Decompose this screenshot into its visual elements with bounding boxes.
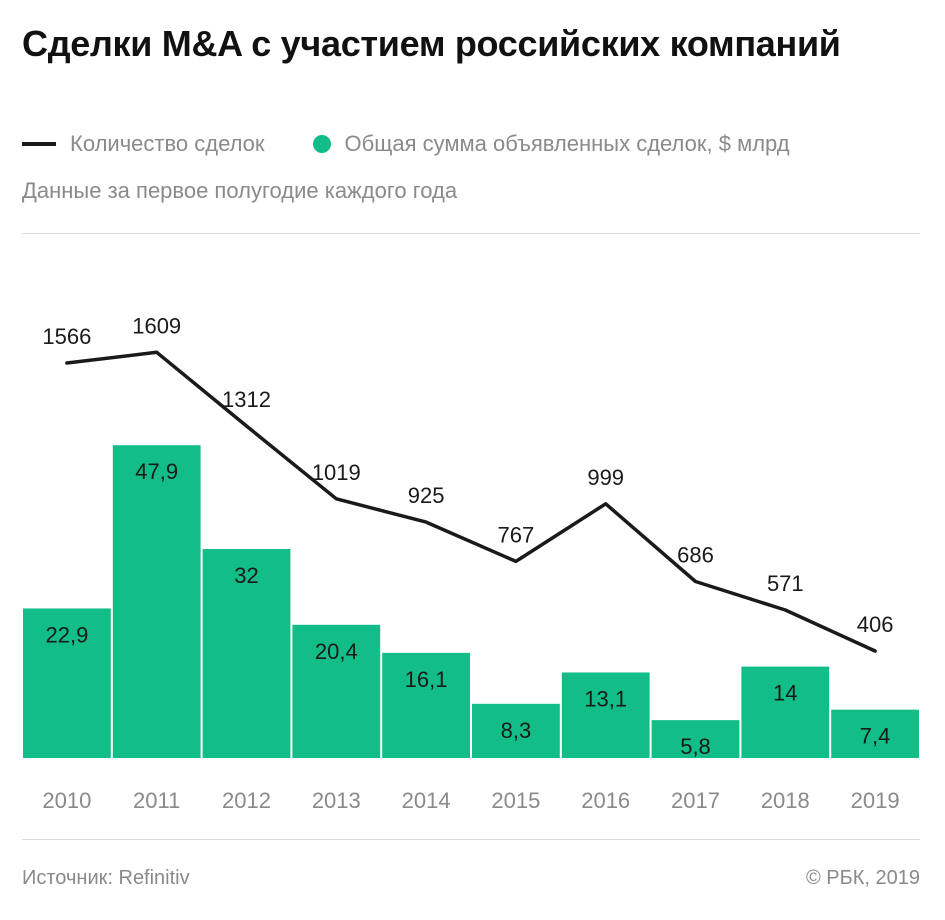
x-tick-2019: 2019 xyxy=(851,788,900,813)
x-tick-2011: 2011 xyxy=(133,788,180,813)
bars-layer xyxy=(23,445,919,758)
line-label-2012: 1312 xyxy=(222,387,271,412)
x-tick-2015: 2015 xyxy=(491,788,540,813)
line-label-2015: 767 xyxy=(498,522,535,547)
line-label-2019: 406 xyxy=(857,612,894,637)
legend: Количество сделок Общая сумма объявленны… xyxy=(22,128,932,160)
line-label-2016: 999 xyxy=(587,465,624,490)
bar-2019 xyxy=(831,709,919,758)
legend-line-swatch xyxy=(22,142,56,146)
bar-label-2010: 22,9 xyxy=(45,622,88,647)
legend-item-sum: Общая сумма объявленных сделок, $ млрд xyxy=(265,131,790,157)
line-label-2014: 925 xyxy=(408,483,445,508)
bar-2015 xyxy=(472,703,560,758)
source-note: Источник: Refinitiv xyxy=(22,867,190,889)
x-tick-2013: 2013 xyxy=(312,788,361,813)
line-labels-layer: 1566 1609 1312 1019 925 767 999 686 571 406 xyxy=(42,313,893,637)
x-tick-2010: 2010 xyxy=(42,788,91,813)
chart-title: Сделки M&A с участием российских компани… xyxy=(22,23,841,64)
bar-2012 xyxy=(202,549,291,758)
chart-subtitle: Данные за первое полугодие каждого года xyxy=(22,178,458,203)
bar-label-2019: 7,4 xyxy=(860,724,891,749)
bar-2018 xyxy=(741,666,830,758)
bar-labels-layer: 22,9 47,9 32 20,4 16,1 8,3 13,1 5,8 14 7,4 xyxy=(45,459,890,759)
line-label-2018: 571 xyxy=(767,571,804,596)
bar-label-2012: 32 xyxy=(234,563,258,588)
x-tick-2012: 2012 xyxy=(222,788,271,813)
line-layer xyxy=(65,350,877,653)
legend-label-count: Количество сделок xyxy=(70,131,265,156)
legend-dot-swatch xyxy=(312,135,331,153)
copyright-note: © РБК, 2019 xyxy=(805,867,920,889)
bar-label-2016: 13,1 xyxy=(584,686,627,711)
bottom-divider xyxy=(22,839,920,840)
bar-2017 xyxy=(651,720,740,758)
bar-label-2017: 5,8 xyxy=(680,734,711,759)
line-label-2013: 1019 xyxy=(312,460,361,485)
bar-label-2011: 47,9 xyxy=(135,459,178,484)
bar-label-2018: 14 xyxy=(773,681,797,706)
x-axis: 2010 2011 2012 2013 2014 2015 2016 2017 2018 2019 xyxy=(42,788,899,813)
bar-label-2014: 16,1 xyxy=(405,667,448,692)
top-divider xyxy=(22,233,920,234)
bar-2016 xyxy=(561,672,650,758)
bar-2014 xyxy=(382,652,470,758)
x-tick-2016: 2016 xyxy=(581,788,630,813)
legend-label-sum: Общая сумма объявленных сделок, $ млрд xyxy=(344,131,790,156)
deal-count-line xyxy=(65,350,877,653)
x-tick-2014: 2014 xyxy=(402,788,451,813)
bar-2010 xyxy=(23,608,111,758)
bar-2011 xyxy=(112,445,201,758)
x-tick-2017: 2017 xyxy=(671,788,720,813)
bar-label-2013: 20,4 xyxy=(315,639,358,664)
line-label-2011: 1609 xyxy=(132,313,181,338)
legend-item-count: Количество сделок xyxy=(22,131,265,157)
bar-2013 xyxy=(292,624,381,758)
bar-label-2015: 8,3 xyxy=(501,718,532,743)
line-label-2017: 686 xyxy=(677,542,714,567)
x-tick-2018: 2018 xyxy=(761,788,810,813)
line-label-2010: 1566 xyxy=(42,324,91,349)
chart-canvas: 22,9 47,9 32 20,4 16,1 8,3 13,1 5,8 14 7,4 1566 16… xyxy=(23,313,919,813)
